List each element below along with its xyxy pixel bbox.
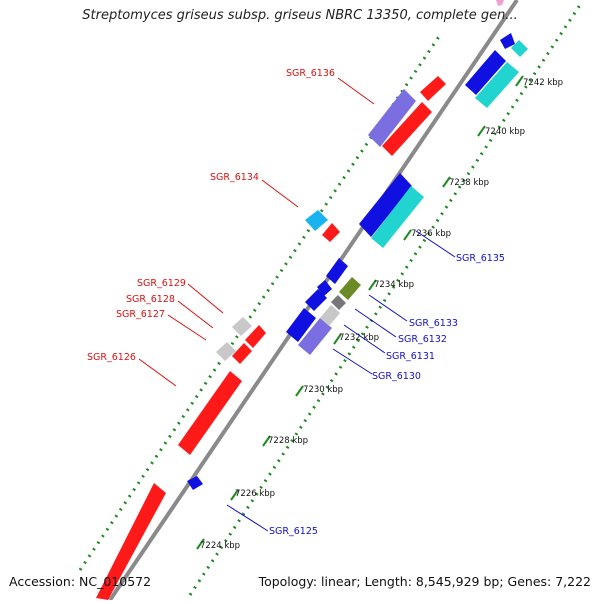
gene-purple-sgr6130[interactable] — [298, 318, 332, 355]
topology-summary: Topology: linear; Length: 8,545,929 bp; … — [258, 574, 591, 589]
label-sgr6135[interactable]: SGR_6135 — [456, 253, 505, 264]
label-sgr6127[interactable]: SGR_6127 — [116, 309, 165, 320]
gene-blue-5[interactable] — [465, 50, 506, 95]
leader-lines — [138, 77, 456, 532]
accession-text: Accession: NC_010572 — [9, 574, 152, 589]
label-sgr6125[interactable]: SGR_6125 — [269, 526, 318, 537]
tick-label-7238: 7238 kbp — [449, 178, 489, 188]
label-sgr6131[interactable]: SGR_6131 — [386, 351, 435, 362]
gene-red-small-3[interactable] — [322, 223, 340, 242]
gene-red-small-1[interactable] — [232, 343, 252, 364]
gene-gray-sgr6129[interactable] — [232, 317, 252, 336]
tick-label-7226: 7226 kbp — [235, 489, 275, 499]
genes-forward-strand — [187, 0, 528, 490]
label-sgr6130[interactable]: SGR_6130 — [372, 371, 421, 382]
gene-blue-2[interactable] — [305, 289, 327, 311]
gene-red-sgr6126[interactable] — [178, 371, 242, 455]
gene-blue-1[interactable] — [286, 308, 316, 342]
gene-red-1[interactable] — [96, 483, 166, 600]
gene-red-small-2[interactable] — [245, 325, 266, 348]
gene-olive-sgr6133[interactable] — [339, 277, 361, 300]
gene-blue-3[interactable] — [317, 280, 332, 296]
gene-cyan-2[interactable] — [475, 62, 519, 108]
tick-label-7236: 7236 kbp — [411, 229, 451, 239]
gene-red-3[interactable] — [420, 76, 446, 101]
gene-purple-sgr6136[interactable] — [368, 89, 416, 147]
tick-label-7228: 7228 kbp — [268, 436, 308, 446]
gene-blue-small[interactable] — [500, 33, 515, 49]
tick-marks — [196, 75, 524, 550]
gene-red-2[interactable] — [382, 102, 432, 156]
tick-label-7242: 7242 kbp — [523, 78, 563, 88]
gene-labels: SGR_6136 SGR_6134 SGR_6129 SGR_6128 SGR_… — [87, 68, 505, 537]
map-title: Streptomyces griseus subsp. griseus NBRC… — [82, 8, 518, 23]
tick-label-7240: 7240 kbp — [485, 127, 525, 137]
gene-blue-large[interactable] — [359, 173, 412, 237]
tick-label-7230: 7230 kbp — [303, 385, 343, 395]
ruler-right — [188, 4, 582, 596]
gene-cyan-sgr6135[interactable] — [371, 186, 424, 248]
tick-labels: 7224 kbp 7226 kbp 7228 kbp 7230 kbp 7232… — [200, 78, 563, 551]
tick-label-7224: 7224 kbp — [200, 541, 240, 551]
gene-blue-sgr6125[interactable] — [187, 476, 203, 490]
label-sgr6126[interactable]: SGR_6126 — [87, 352, 136, 363]
gene-blue-4[interactable] — [326, 258, 348, 284]
label-sgr6134[interactable]: SGR_6134 — [210, 172, 259, 183]
label-sgr6129[interactable]: SGR_6129 — [137, 278, 186, 289]
label-sgr6133[interactable]: SGR_6133 — [409, 318, 458, 329]
gene-gray-sgr6131[interactable] — [320, 305, 340, 326]
tick-label-7234: 7234 kbp — [374, 280, 414, 290]
genes-reverse-strand — [96, 33, 515, 600]
label-sgr6132[interactable]: SGR_6132 — [398, 334, 447, 345]
tick-label-7232: 7232 kbp — [339, 333, 379, 343]
gene-cyan-3[interactable] — [511, 40, 528, 57]
gene-gray-sgr6127[interactable] — [216, 342, 236, 361]
gene-pink[interactable] — [496, 0, 504, 6]
gene-darkgray-sgr6132[interactable] — [331, 295, 346, 310]
label-sgr6128[interactable]: SGR_6128 — [126, 294, 175, 305]
label-sgr6136[interactable]: SGR_6136 — [286, 68, 335, 79]
gene-lightblue-sgr6134[interactable] — [305, 210, 328, 231]
